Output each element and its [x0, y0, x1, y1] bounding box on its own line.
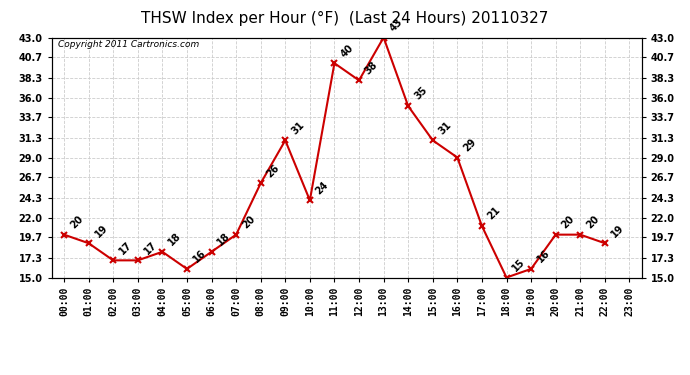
Text: 18: 18: [216, 231, 233, 248]
Text: 31: 31: [437, 120, 453, 136]
Text: 38: 38: [363, 60, 380, 76]
Text: 35: 35: [413, 85, 429, 102]
Text: 16: 16: [191, 248, 208, 265]
Text: 19: 19: [92, 222, 110, 239]
Text: 19: 19: [609, 222, 626, 239]
Text: 31: 31: [289, 120, 306, 136]
Text: 20: 20: [68, 214, 85, 231]
Text: 24: 24: [314, 180, 331, 196]
Text: 17: 17: [117, 240, 134, 256]
Text: 20: 20: [240, 214, 257, 231]
Text: 21: 21: [486, 205, 503, 222]
Text: THSW Index per Hour (°F)  (Last 24 Hours) 20110327: THSW Index per Hour (°F) (Last 24 Hours)…: [141, 11, 549, 26]
Text: 43: 43: [388, 17, 404, 33]
Text: 17: 17: [142, 240, 159, 256]
Text: 18: 18: [166, 231, 184, 248]
Text: 40: 40: [339, 42, 355, 59]
Text: 16: 16: [535, 248, 552, 265]
Text: 20: 20: [584, 214, 601, 231]
Text: 15: 15: [511, 257, 527, 273]
Text: 20: 20: [560, 214, 576, 231]
Text: 29: 29: [462, 137, 478, 153]
Text: Copyright 2011 Cartronics.com: Copyright 2011 Cartronics.com: [58, 40, 199, 49]
Text: 26: 26: [265, 162, 282, 179]
